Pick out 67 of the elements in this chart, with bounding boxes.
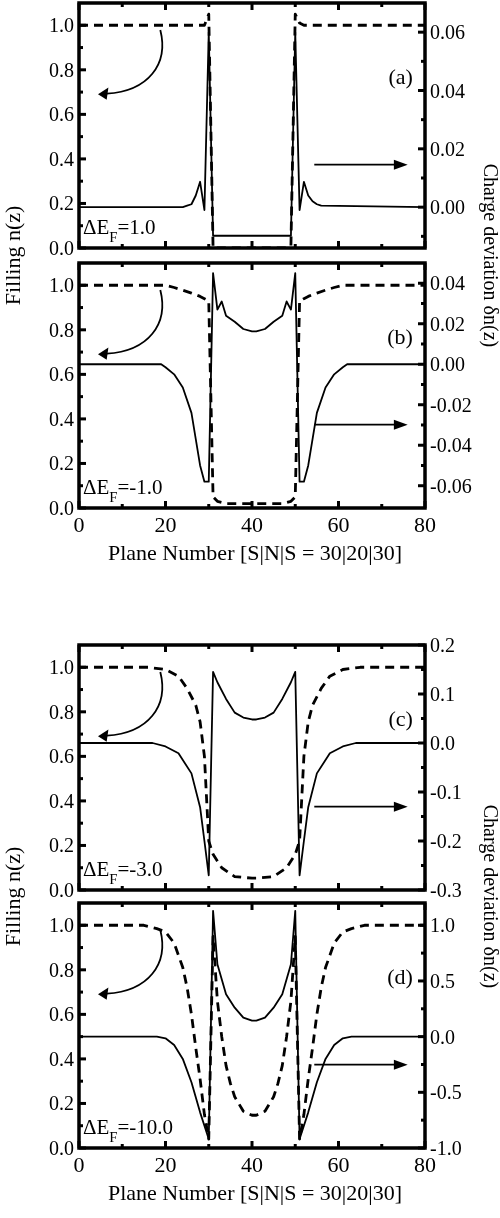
y2-tick-label: 0.02 <box>430 312 465 335</box>
x-tick-label: 20 <box>154 1152 177 1177</box>
y2-tick-label: -0.5 <box>430 1081 462 1104</box>
y2-tick-label: -0.06 <box>430 474 472 497</box>
y2-tick-label: -0.3 <box>430 879 462 901</box>
y-tick-label: 0.2 <box>49 834 74 857</box>
annotation: ΔE$_{F}$=-3.0 <box>83 857 163 887</box>
y-tick-label: 0.6 <box>49 103 74 126</box>
y2-tick-label: 1.0 <box>430 914 455 937</box>
y-tick-label: 0.0 <box>49 1137 74 1159</box>
y-axis-title: Filling n(z) <box>0 846 25 947</box>
y-axis-title: Filling n(z) <box>0 205 25 306</box>
y2-tick-label: 0.04 <box>430 79 465 102</box>
y-tick-label: 0.4 <box>49 147 74 170</box>
annotation: (a) <box>388 63 413 89</box>
y-tick-label: 0.0 <box>49 879 74 901</box>
y-tick-label: 0.0 <box>49 497 74 519</box>
y-tick-label: 1.0 <box>49 656 74 679</box>
y-tick-label: 0.4 <box>49 1047 74 1070</box>
y-tick-label: 1.0 <box>49 914 74 937</box>
y-tick-label: 0.6 <box>49 745 74 768</box>
annotation: (c) <box>388 705 413 731</box>
y-tick-label: 0.8 <box>49 958 74 981</box>
y2-tick-label: 0.06 <box>430 21 465 44</box>
x-tick-label: 60 <box>327 1152 350 1177</box>
y-tick-label: 0.2 <box>49 1092 74 1115</box>
x-tick-label: 60 <box>327 512 350 537</box>
y-tick-label: 0.8 <box>49 318 74 341</box>
y2-axis-title: Charge deviation δn(z) <box>479 804 500 989</box>
annotation: (b) <box>387 323 413 349</box>
y-tick-label: 0.8 <box>49 700 74 723</box>
y-tick-label: 0.4 <box>49 407 74 430</box>
x-axis-title: Plane Number [S|N|S = 30|20|30] <box>107 1180 403 1205</box>
y-tick-label: 0.4 <box>49 789 74 812</box>
x-axis-title: Plane Number [S|N|S = 30|20|30] <box>107 540 403 565</box>
y2-tick-label: 0.02 <box>430 137 465 160</box>
x-tick-label: 0 <box>73 512 85 537</box>
annotation: ΔE$_{F}$=-1.0 <box>83 475 163 505</box>
y2-tick-label: -0.04 <box>430 434 472 457</box>
y2-tick-label: 0.0 <box>430 1025 455 1048</box>
y2-axis-title: Charge deviation δn(z) <box>479 163 500 348</box>
x-tick-label: 80 <box>414 512 436 537</box>
y2-tick-label: 0.0 <box>430 732 455 754</box>
y2-tick-label: 0.00 <box>430 196 465 219</box>
annotation: (d) <box>387 963 413 989</box>
y-tick-label: 0.2 <box>49 452 74 475</box>
annotation: ΔE$_{F}$=1.0 <box>83 215 156 245</box>
y2-tick-label: -0.2 <box>430 830 462 852</box>
y-tick-label: 0.6 <box>49 363 74 386</box>
y2-tick-label: 0.00 <box>430 353 465 376</box>
y2-tick-label: -0.1 <box>430 781 462 803</box>
x-tick-label: 40 <box>241 1152 263 1177</box>
y-tick-label: 1.0 <box>49 274 74 297</box>
y-tick-label: 0.8 <box>49 58 74 81</box>
y2-tick-label: -0.02 <box>430 393 472 416</box>
y2-tick-label: 0.5 <box>430 969 455 992</box>
x-tick-label: 20 <box>154 512 177 537</box>
annotation: ΔE$_{F}$=-10.0 <box>83 1115 174 1145</box>
y-tick-label: 0.0 <box>49 237 74 259</box>
y-tick-label: 0.2 <box>49 192 74 215</box>
x-tick-label: 0 <box>73 1152 85 1177</box>
y-tick-label: 1.0 <box>49 14 74 37</box>
x-tick-label: 40 <box>241 512 263 537</box>
y2-tick-label: 0.2 <box>430 634 455 656</box>
y-tick-label: 0.6 <box>49 1003 74 1026</box>
y2-tick-label: 0.04 <box>430 272 465 295</box>
y2-tick-label: 0.1 <box>430 683 455 705</box>
